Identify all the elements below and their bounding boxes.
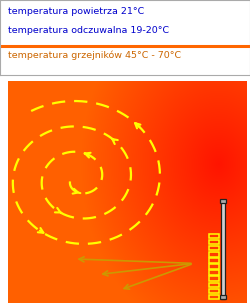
Bar [209, 276, 219, 281]
Bar [209, 289, 219, 293]
Bar [209, 282, 219, 287]
Bar [209, 264, 219, 269]
Bar [209, 258, 219, 263]
Bar [209, 270, 219, 275]
Bar [209, 252, 219, 257]
Bar [221, 201, 225, 299]
Bar [220, 295, 226, 299]
Text: temperatura grzejników 45°C - 70°C: temperatura grzejników 45°C - 70°C [8, 51, 180, 60]
Bar [209, 246, 219, 250]
Text: temperatura odczuwalna 19-20°C: temperatura odczuwalna 19-20°C [8, 26, 168, 35]
Text: temperatura powietrza 21°C: temperatura powietrza 21°C [8, 7, 144, 16]
Bar [209, 295, 219, 299]
Bar [209, 234, 219, 238]
Bar [209, 240, 219, 244]
Bar [220, 199, 226, 203]
